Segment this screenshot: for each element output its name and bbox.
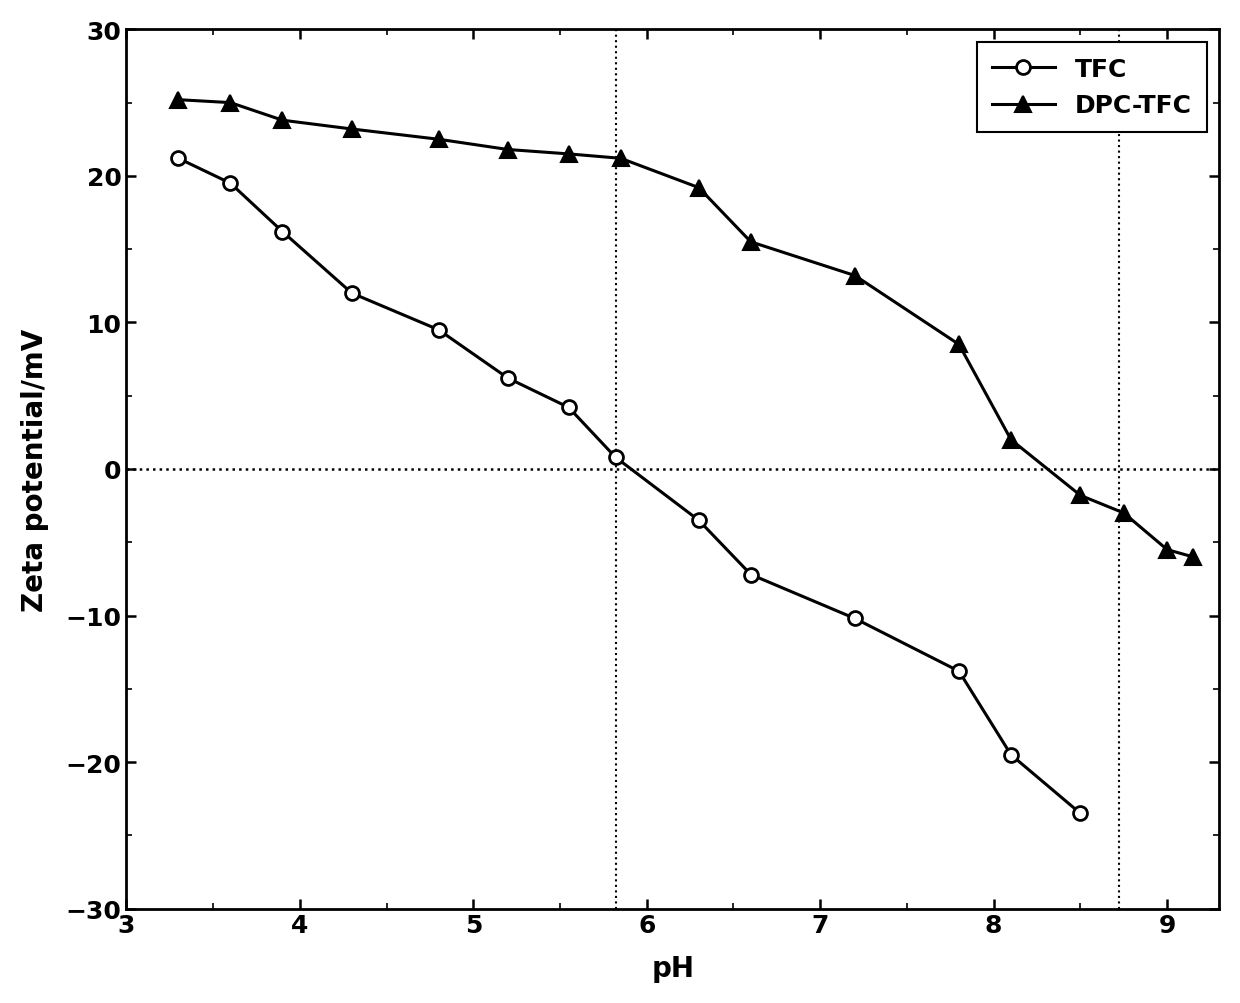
Line: DPC-TFC: DPC-TFC [171, 93, 1200, 565]
DPC-TFC [614, 153, 629, 165]
TFC [951, 666, 966, 678]
DPC-TFC [223, 97, 238, 109]
Legend: TFC, DPC-TFC: TFC, DPC-TFC [977, 43, 1207, 133]
TFC [562, 402, 577, 414]
TFC [345, 288, 360, 300]
TFC [223, 178, 238, 190]
DPC-TFC [1116, 508, 1131, 520]
DPC-TFC [951, 339, 966, 351]
TFC [692, 515, 707, 527]
Y-axis label: Zeta potential/mV: Zeta potential/mV [21, 328, 48, 611]
TFC [744, 569, 759, 581]
DPC-TFC [432, 134, 446, 146]
DPC-TFC [847, 270, 862, 282]
Line: TFC: TFC [171, 152, 1087, 820]
DPC-TFC [692, 183, 707, 195]
DPC-TFC [171, 94, 186, 106]
TFC [847, 613, 862, 625]
TFC [171, 153, 186, 165]
X-axis label: pH: pH [651, 954, 694, 982]
TFC [1003, 749, 1018, 761]
TFC [501, 373, 516, 385]
DPC-TFC [562, 148, 577, 160]
TFC [1073, 807, 1087, 819]
DPC-TFC [744, 237, 759, 249]
DPC-TFC [501, 144, 516, 156]
DPC-TFC [1185, 552, 1200, 564]
DPC-TFC [1073, 489, 1087, 502]
TFC [275, 227, 290, 239]
TFC [432, 324, 446, 336]
DPC-TFC [345, 123, 360, 135]
TFC [608, 451, 622, 463]
DPC-TFC [1003, 434, 1018, 446]
DPC-TFC [1159, 544, 1174, 556]
DPC-TFC [275, 115, 290, 127]
